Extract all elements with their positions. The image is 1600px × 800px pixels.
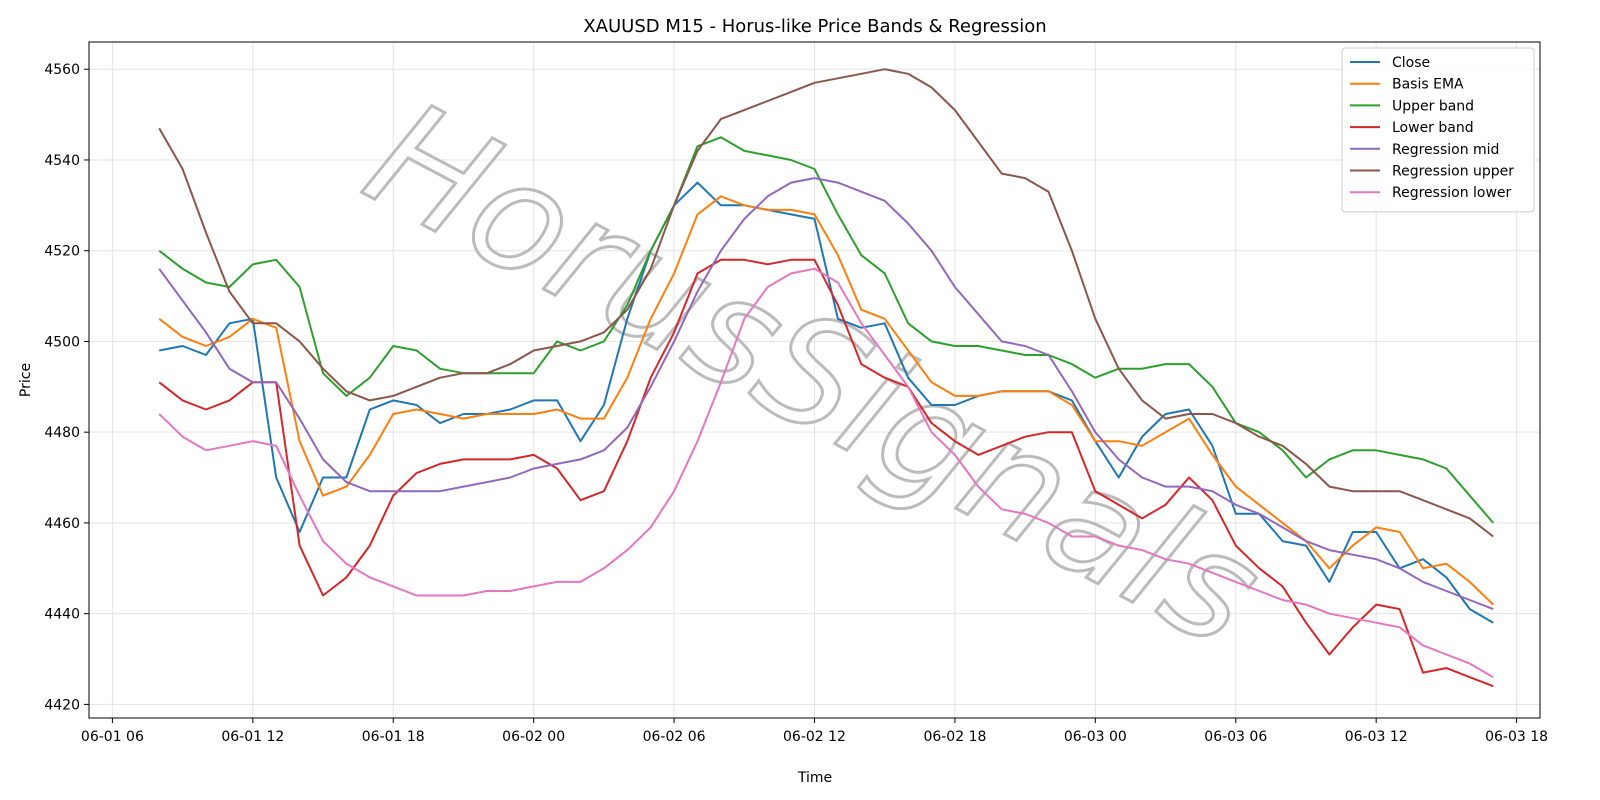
legend-label: Regression mid <box>1392 142 1499 158</box>
x-tick-label: 06-01 12 <box>221 729 284 745</box>
x-tick-label: 06-03 18 <box>1485 729 1548 745</box>
series-line <box>158 68 1494 538</box>
y-tick-label: 4500 <box>44 334 80 350</box>
series-line <box>158 267 1494 679</box>
x-tick-label: 06-03 12 <box>1345 729 1408 745</box>
legend-label: Regression lower <box>1392 185 1512 201</box>
x-tick-label: 06-02 00 <box>502 729 565 745</box>
y-tick-label: 4520 <box>44 244 80 260</box>
legend: Close Basis EMA Upper band Lower band Regres… <box>1341 47 1535 213</box>
x-tick-label: 06-03 00 <box>1064 729 1127 745</box>
y-tick-label: 4480 <box>44 425 80 441</box>
legend-label: Regression upper <box>1392 164 1514 180</box>
series-line <box>159 181 1494 624</box>
x-tick-label: 06-02 06 <box>643 729 706 745</box>
y-tick-label: 4560 <box>44 62 80 78</box>
x-tick-label: 06-02 12 <box>783 729 846 745</box>
series-line <box>158 195 1494 606</box>
x-tick-label: 06-03 06 <box>1204 729 1267 745</box>
legend-label: Basis EMA <box>1392 77 1464 93</box>
y-axis-label: Price <box>18 363 34 397</box>
y-tick-label: 4460 <box>44 516 80 532</box>
legend-label: Close <box>1392 55 1430 71</box>
legend-label: Lower band <box>1392 120 1474 136</box>
y-tick-label: 4440 <box>44 607 80 623</box>
series-line <box>158 258 1494 688</box>
chart-title: XAUUSD M15 - Horus-like Price Bands & Re… <box>583 16 1046 37</box>
x-tick-label: 06-02 18 <box>923 729 986 745</box>
x-tick-label: 06-01 06 <box>81 729 144 745</box>
x-axis-label: Time <box>797 770 832 786</box>
legend-box <box>1341 47 1535 213</box>
y-tick-label: 4540 <box>44 153 80 169</box>
plot-frame <box>88 41 1541 719</box>
legend-label: Upper band <box>1392 98 1474 114</box>
x-tick-label: 06-01 18 <box>362 729 425 745</box>
series-line <box>158 177 1494 611</box>
y-tick-label: 4420 <box>44 697 80 713</box>
